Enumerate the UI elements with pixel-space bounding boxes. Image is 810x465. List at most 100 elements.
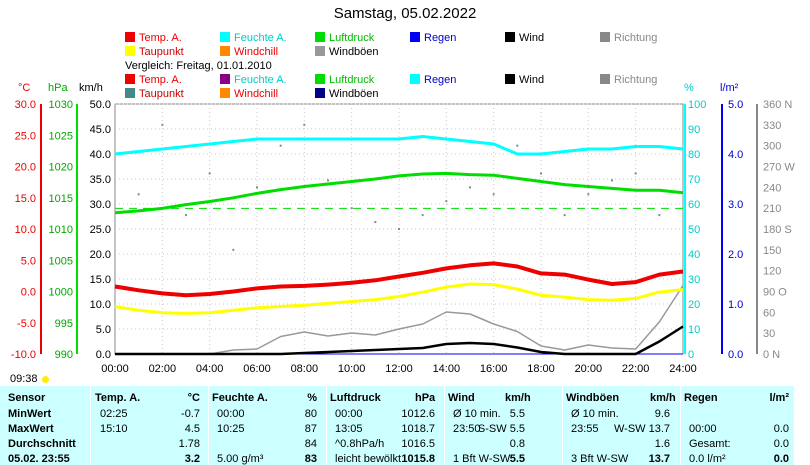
dir-tick: 240 — [763, 182, 781, 194]
table-row-label: MaxWert — [8, 423, 54, 435]
pct-tick: 60 — [688, 199, 700, 211]
sun-icon — [42, 376, 49, 383]
table-cell-value: 0.0 — [729, 423, 789, 435]
table-header-unit: l/m² — [769, 392, 789, 404]
direction-point — [398, 228, 400, 230]
direction-point — [658, 214, 660, 216]
kmh-tick: 20.0 — [90, 249, 111, 261]
table-divider — [562, 386, 563, 465]
table-row-label: Durchschnitt — [8, 438, 76, 450]
temp-tick: 5.0 — [21, 255, 36, 267]
temp-tick: 30.0 — [15, 99, 36, 111]
rain-tick: 5.0 — [728, 99, 743, 111]
table-header: Luftdruck — [330, 392, 381, 404]
hpa-tick: 990 — [55, 349, 73, 361]
temp-tick: 15.0 — [15, 193, 36, 205]
direction-point — [351, 207, 353, 209]
table-cell-note: Gesamt: — [689, 438, 731, 450]
weather-chart: 30.025.020.015.010.05.00.0-5.0-10.010301… — [0, 0, 810, 386]
hpa-tick: 1020 — [49, 162, 73, 174]
dir-tick: 120 — [763, 266, 781, 278]
direction-point — [611, 179, 613, 181]
table-cell-note: 10:25 — [217, 423, 245, 435]
x-tick: 24:00 — [669, 363, 697, 375]
direction-point — [493, 193, 495, 195]
hpa-tick: 1025 — [49, 130, 73, 142]
dir-tick: 300 — [763, 141, 781, 153]
table-divider — [680, 386, 681, 465]
kmh-tick: 15.0 — [90, 274, 111, 286]
table-header: Wind — [448, 392, 475, 404]
direction-point — [327, 179, 329, 181]
dir-tick: 150 — [763, 245, 781, 257]
hpa-tick: 995 — [55, 318, 73, 330]
kmh-tick: 5.0 — [96, 324, 111, 336]
table-cell-value: 87 — [257, 423, 317, 435]
direction-point — [303, 124, 305, 126]
table-header: Feuchte A. — [212, 392, 268, 404]
table-cell-note: 23:55 — [571, 423, 599, 435]
table-cell-value: 1.78 — [140, 438, 200, 450]
hpa-tick: 1030 — [49, 99, 73, 111]
table-cell-value: 1018.7 — [375, 423, 435, 435]
table-cell-value: 0.8 — [465, 438, 525, 450]
x-tick: 22:00 — [622, 363, 650, 375]
table-divider — [326, 386, 327, 465]
direction-point — [564, 214, 566, 216]
pct-tick: 10 — [688, 324, 700, 336]
kmh-tick: 50.0 — [90, 99, 111, 111]
table-cell-value: 13.7 — [610, 453, 670, 465]
pct-tick: 80 — [688, 149, 700, 161]
table-cell-value: 1.6 — [610, 438, 670, 450]
table-cell-note: 0.0 l/m² — [689, 453, 726, 465]
table-cell-note: 00:00 — [689, 423, 717, 435]
pct-tick: 0 — [688, 349, 694, 361]
table-header: Regen — [684, 392, 718, 404]
table-cell-value: W-SW 13.7 — [610, 423, 670, 435]
direction-point — [256, 186, 258, 188]
hpa-tick: 1010 — [49, 224, 73, 236]
dir-tick: 30 — [763, 328, 775, 340]
kmh-tick: 45.0 — [90, 124, 111, 136]
table-cell-value: 84 — [257, 438, 317, 450]
temp-tick: 10.0 — [15, 224, 36, 236]
table-header-unit: hPa — [415, 392, 435, 404]
table-row-label: 05.02. 23:55 — [8, 453, 70, 465]
table-cell-note: 15:10 — [100, 423, 128, 435]
x-tick: 00:00 — [101, 363, 129, 375]
direction-point — [540, 172, 542, 174]
pct-tick: 70 — [688, 174, 700, 186]
pct-tick: 40 — [688, 249, 700, 261]
hpa-tick: 1000 — [49, 287, 73, 299]
rain-tick: 1.0 — [728, 299, 743, 311]
dir-tick: 60 — [763, 307, 775, 319]
dir-tick: 90 O — [763, 287, 787, 299]
stats-table: Sensor Temp. A. °C Feuchte A.% Luftdruck hPa W… — [0, 386, 794, 465]
kmh-tick: 40.0 — [90, 149, 111, 161]
x-tick: 02:00 — [149, 363, 177, 375]
temp-tick: -10.0 — [11, 349, 36, 361]
table-cell-note: 02:25 — [100, 408, 128, 420]
x-tick: 08:00 — [291, 363, 319, 375]
direction-point — [232, 249, 234, 251]
rain-tick: 4.0 — [728, 149, 743, 161]
temp-tick: 0.0 — [21, 287, 36, 299]
direction-point — [209, 172, 211, 174]
table-cell-value: 0.0 — [729, 453, 789, 465]
x-tick: 18:00 — [527, 363, 555, 375]
table-cell-value: 9.6 — [610, 408, 670, 420]
dir-tick: 270 W — [763, 162, 795, 174]
kmh-tick: 25.0 — [90, 224, 111, 236]
x-tick: 06:00 — [243, 363, 271, 375]
table-cell-value: 1015.8 — [375, 453, 435, 465]
x-tick: 12:00 — [385, 363, 413, 375]
direction-point — [138, 193, 140, 195]
temp-tick: 20.0 — [15, 162, 36, 174]
rain-tick: 3.0 — [728, 199, 743, 211]
table-cell-value: 1016.5 — [375, 438, 435, 450]
table-divider — [90, 386, 91, 465]
table-cell-note: 13:05 — [335, 423, 363, 435]
kmh-tick: 35.0 — [90, 174, 111, 186]
pct-tick: 30 — [688, 274, 700, 286]
direction-point — [161, 124, 163, 126]
